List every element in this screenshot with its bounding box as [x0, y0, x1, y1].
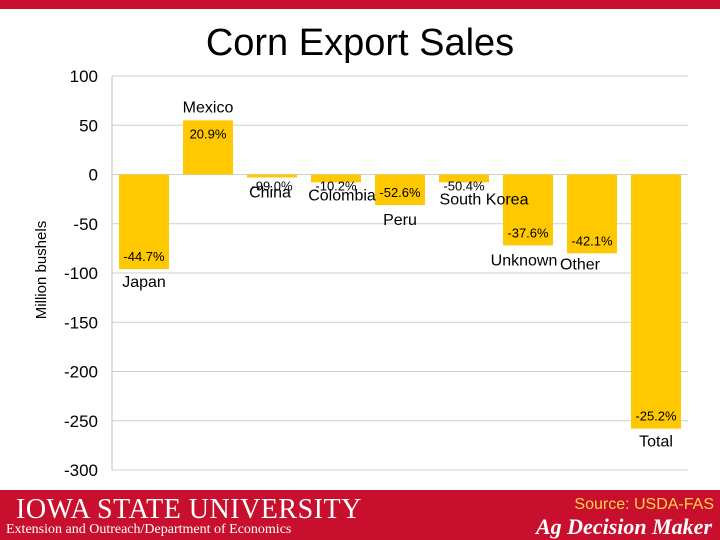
- data-label: -25.2%: [635, 409, 677, 424]
- category-label: Japan: [122, 274, 166, 291]
- category-label: Total: [639, 434, 673, 451]
- y-tick-label: 100: [70, 67, 98, 86]
- source-text: Source: USDA-FAS: [574, 496, 714, 513]
- y-tick-label: 0: [89, 166, 98, 185]
- footer-bar: IOWA STATE UNIVERSITY Extension and Outr…: [0, 490, 720, 540]
- y-tick-label: -250: [64, 412, 98, 431]
- data-label: -50.4%: [443, 179, 485, 194]
- bar-total: [631, 174, 681, 429]
- data-label: -44.7%: [123, 249, 165, 264]
- bar-south-korea: [439, 174, 489, 183]
- category-label: Colombia: [308, 187, 376, 204]
- data-label: -42.1%: [571, 233, 613, 248]
- data-label: -52.6%: [379, 185, 421, 200]
- corn-export-sales-chart: 100 50 0 -50 -100 -150 -200 -250 -300 -44.7% Japan…: [33, 67, 688, 480]
- bar-japan: [119, 174, 169, 270]
- bar-china: [247, 174, 297, 178]
- bar-mexico: [183, 120, 233, 175]
- y-tick-label: -150: [64, 313, 98, 332]
- data-label: -37.6%: [507, 225, 549, 240]
- data-label: -99.0%: [251, 179, 293, 194]
- y-tick-label: -100: [64, 264, 98, 283]
- bar-other: [567, 174, 617, 254]
- top-accent-bar: [0, 0, 720, 9]
- labels: 100 50 0 -50 -100 -150 -200 -250 -300 -44.7% Japan…: [64, 67, 677, 480]
- page-title: Corn Export Sales: [205, 22, 515, 64]
- y-axis-label: Million bushels: [33, 221, 50, 319]
- department-text: Extension and Outreach/Department of Eco…: [6, 522, 292, 537]
- y-tick-label: -300: [64, 461, 98, 480]
- data-label: -10.2%: [315, 179, 357, 194]
- bar-peru: [375, 174, 425, 206]
- category-label: China: [249, 184, 291, 201]
- y-tick-label: 50: [79, 116, 98, 135]
- university-logo: IOWA STATE UNIVERSITY: [16, 494, 362, 525]
- category-label: Mexico: [183, 99, 234, 116]
- bars: [119, 120, 681, 429]
- data-label: 20.9%: [190, 126, 227, 141]
- category-label: Other: [560, 256, 601, 273]
- category-label: Unknown: [491, 252, 558, 269]
- category-label: South Korea: [440, 191, 529, 208]
- category-label: Peru: [383, 212, 417, 229]
- bar-colombia: [311, 174, 361, 183]
- y-tick-label: -200: [64, 363, 98, 382]
- ag-decision-maker-logo: Ag Decision Maker: [536, 514, 712, 539]
- y-tick-label: -50: [73, 215, 98, 234]
- bar-unknown: [503, 174, 553, 246]
